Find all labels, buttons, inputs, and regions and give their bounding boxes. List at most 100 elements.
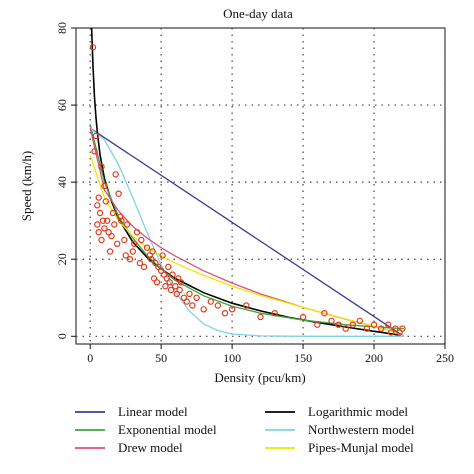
x-tick-label: 200	[365, 351, 383, 365]
observation-point	[349, 321, 356, 328]
observation-point	[153, 279, 161, 286]
observation-point	[89, 44, 97, 51]
observation-point	[96, 209, 104, 217]
observation-point	[363, 325, 371, 332]
observation-point	[101, 225, 108, 232]
observation-point	[95, 228, 102, 236]
x-tick-label: 50	[155, 351, 167, 365]
observation-point	[166, 279, 173, 286]
observation-point	[143, 244, 151, 251]
y-tick-label: 40	[55, 176, 69, 188]
observation-point	[112, 171, 119, 178]
observation-point	[147, 256, 155, 263]
observation-point	[176, 286, 183, 294]
observation-point	[186, 290, 193, 298]
plot-area-frame	[75, 27, 446, 345]
observation-point	[101, 182, 108, 190]
observation-point	[94, 221, 101, 228]
series-line-northwestern-model	[89, 127, 404, 337]
observation-point	[133, 228, 141, 236]
series-lines	[89, 27, 405, 338]
observation-point	[136, 259, 144, 267]
observation-point	[189, 302, 196, 309]
observation-point	[193, 294, 200, 301]
legend-label-pipes-munjal-model: Pipes-Munjal model	[308, 440, 414, 455]
observation-point	[243, 302, 250, 309]
observation-point	[169, 271, 176, 278]
observation-point	[183, 298, 190, 305]
series-line-pipes-munjal-model	[89, 154, 405, 337]
observation-point	[387, 329, 395, 336]
observation-point	[385, 321, 392, 328]
y-tick-label: 80	[55, 22, 69, 34]
observation-point	[122, 252, 129, 259]
observation-point	[314, 321, 321, 328]
x-tick-label: 100	[223, 351, 241, 365]
observation-point	[335, 321, 342, 328]
observation-point	[162, 283, 169, 290]
observation-point	[130, 240, 138, 247]
observation-point	[92, 132, 100, 140]
legend-label-exponential-model: Exponential model	[118, 422, 217, 437]
legend-label-logarithmic-model: Logarithmic model	[308, 404, 408, 419]
x-tick-label: 150	[294, 351, 312, 365]
observation-point	[98, 163, 105, 170]
observation-point	[328, 317, 335, 325]
series-line-linear-model	[89, 127, 405, 337]
observation-point	[111, 221, 118, 228]
observation-point	[172, 283, 179, 290]
x-tick-label: 250	[436, 351, 454, 365]
observation-point	[118, 217, 125, 224]
observation-point	[108, 232, 115, 240]
y-tick-label: 0	[55, 333, 69, 339]
y-tick-label: 20	[55, 253, 69, 265]
observation-point	[102, 198, 110, 205]
observation-point	[392, 325, 399, 332]
x-tick-label: 0	[87, 351, 93, 365]
observation-point	[115, 190, 122, 197]
legend: Linear model Logarithmic model Exponential…	[75, 404, 415, 455]
observation-point	[159, 252, 166, 259]
observation-point	[207, 298, 214, 305]
observation-point	[370, 321, 378, 328]
x-axis-label: Density (pcu/km)	[214, 370, 305, 385]
observation-point	[167, 286, 175, 294]
y-tick-label: 60	[55, 99, 69, 111]
observation-point	[138, 236, 145, 244]
series-line-exponential-model	[89, 124, 404, 330]
observation-point	[106, 248, 114, 255]
observation-point	[200, 306, 207, 313]
observation-points	[89, 44, 406, 336]
observation-point	[356, 317, 363, 325]
observation-point	[95, 194, 102, 201]
observation-point	[126, 256, 134, 263]
observation-point	[165, 263, 172, 271]
observation-point	[221, 310, 229, 317]
observation-point	[91, 148, 98, 155]
observation-point	[399, 325, 406, 332]
legend-label-northwestern-model: Northwestern model	[308, 422, 415, 437]
observation-point	[113, 240, 121, 247]
observation-point	[342, 325, 349, 332]
observation-point	[123, 221, 131, 228]
observation-point	[214, 302, 222, 309]
chart-title: One-day data	[223, 6, 293, 21]
grid-lines	[76, 27, 446, 344]
observation-point	[121, 236, 128, 244]
observation-point	[257, 313, 264, 321]
observation-point	[109, 209, 117, 217]
observation-point	[271, 310, 278, 317]
observation-point	[98, 236, 105, 244]
observation-point	[377, 325, 385, 332]
observation-point	[140, 263, 148, 271]
observation-point	[149, 248, 156, 255]
observation-point	[177, 279, 185, 286]
observation-point	[321, 310, 328, 317]
observation-point	[99, 217, 107, 224]
observation-point	[94, 202, 101, 209]
observation-point	[299, 313, 307, 321]
series-line-logarithmic-model	[90, 27, 404, 338]
observation-point	[103, 217, 111, 224]
observation-point	[129, 248, 136, 255]
legend-label-linear-model: Linear model	[118, 404, 188, 419]
